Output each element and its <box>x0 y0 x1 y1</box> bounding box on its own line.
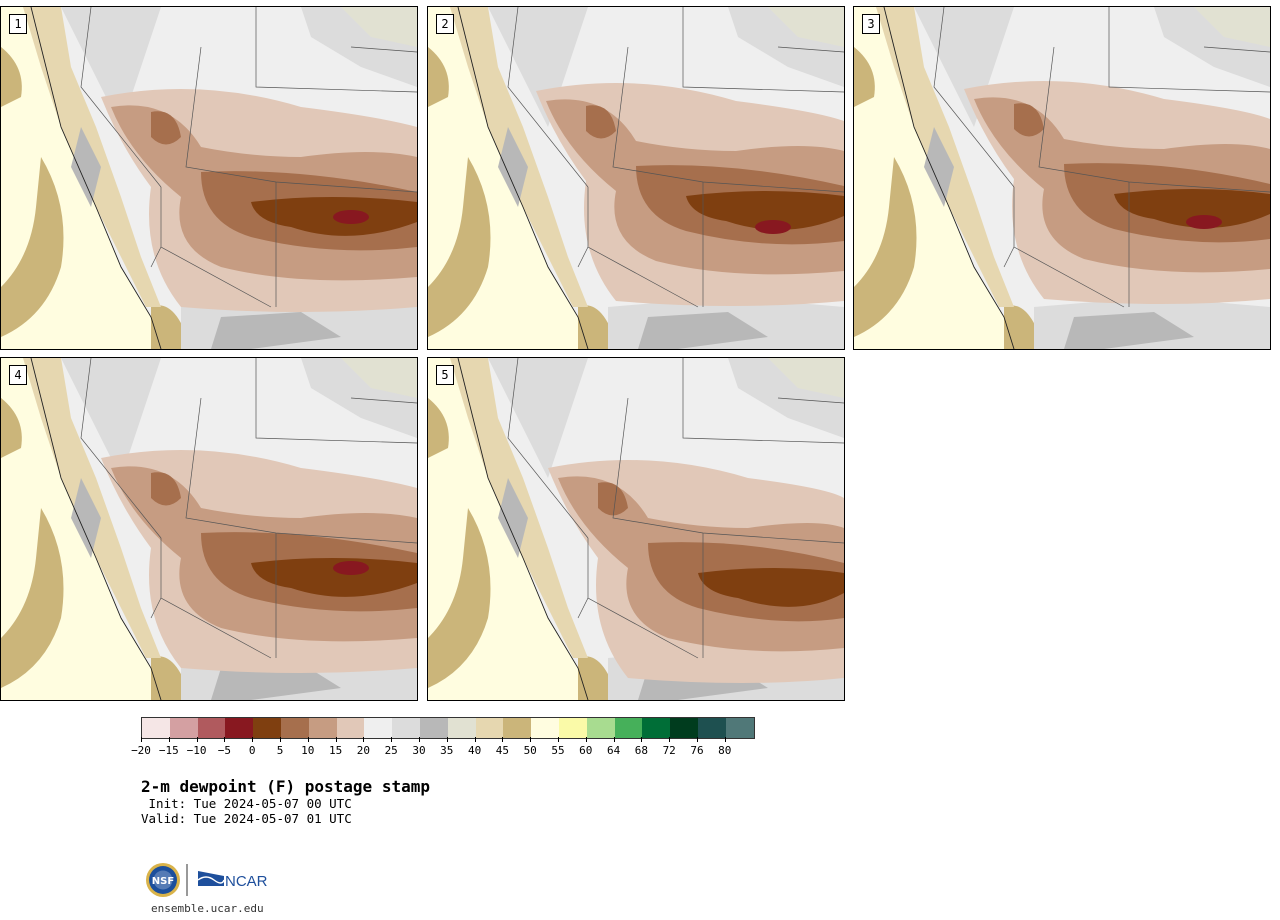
colorbar-swatch <box>614 718 643 738</box>
colorbar-tick <box>641 737 643 742</box>
colorbar-tick-label: 45 <box>495 744 510 757</box>
colorbar-swatch <box>364 718 393 738</box>
colorbar-tick-label: 76 <box>690 744 704 757</box>
nsf-logo-icon: NSF <box>146 863 180 897</box>
colorbar-tick <box>724 737 726 742</box>
colorbar-tick-label: 64 <box>606 744 621 757</box>
colorbar-tick-label: −15 <box>158 744 179 757</box>
member-label-5: 5 <box>436 365 454 385</box>
colorbar-tick <box>502 737 504 742</box>
valid-time: Valid: Tue 2024-05-07 01 UTC <box>141 811 352 826</box>
colorbar-tick <box>141 737 142 742</box>
colorbar-tick-label: 25 <box>384 744 398 757</box>
colorbar-tick-label: 10 <box>301 744 315 757</box>
colorbar-tick <box>224 737 226 742</box>
colorbar-tick <box>280 737 281 742</box>
member-label-2: 2 <box>436 14 454 34</box>
dewpoint-map-2 <box>428 7 844 349</box>
colorbar-tick-label: 55 <box>551 744 565 757</box>
ensemble-member-map-2: 2 <box>427 6 845 350</box>
colorbar-tick <box>252 737 254 742</box>
colorbar-swatch <box>280 718 309 738</box>
colorbar-swatch <box>670 718 698 738</box>
colorbar-swatch <box>697 718 726 738</box>
colorbar-swatch <box>253 718 281 738</box>
colorbar-tick <box>585 737 587 742</box>
dewpoint-map-5 <box>428 358 844 700</box>
colorbar-tick-label: −10 <box>186 744 207 757</box>
colorbar-tick <box>391 737 393 742</box>
colorbar-swatch <box>197 718 226 738</box>
colorbar-tick-label: 50 <box>523 744 537 757</box>
colorbar-tick <box>697 737 698 742</box>
colorbar-tick <box>363 737 365 742</box>
colorbar-swatch <box>336 718 365 738</box>
colorbar-tick-label: 40 <box>467 744 482 757</box>
colorbar-swatch <box>586 718 615 738</box>
colorbar-tick <box>446 737 448 742</box>
product-title: 2-m dewpoint (F) postage stamp <box>141 777 430 796</box>
dewpoint-map-1 <box>1 7 417 349</box>
colorbar-tick <box>613 737 615 742</box>
colorbar-tick <box>419 737 420 742</box>
colorbar-tick-label: 30 <box>412 744 426 757</box>
dewpoint-map-3 <box>854 7 1270 349</box>
ncar-logo-text: NCAR <box>225 873 268 890</box>
member-label-1: 1 <box>9 14 27 34</box>
colorbar-swatch <box>225 718 254 738</box>
colorbar-swatch <box>642 718 671 738</box>
colorbar-tick <box>669 737 671 742</box>
colorbar-swatch <box>503 718 532 738</box>
dewpoint-colorbar <box>141 717 755 739</box>
colorbar-tick-label: 20 <box>356 744 371 757</box>
colorbar-tick <box>168 737 170 742</box>
colorbar-swatch <box>419 718 448 738</box>
colorbar-swatch <box>558 718 587 738</box>
colorbar-tick-label: −5 <box>217 744 232 757</box>
colorbar-swatch <box>531 718 559 738</box>
colorbar-tick-label: 60 <box>579 744 593 757</box>
colorbar-swatch <box>169 718 198 738</box>
colorbar-tick-label: 72 <box>662 744 676 757</box>
colorbar-tick-label: 68 <box>634 744 649 757</box>
dewpoint-map-4 <box>1 358 417 700</box>
colorbar-swatch <box>392 718 420 738</box>
ensemble-member-map-5: 5 <box>427 357 845 701</box>
member-label-4: 4 <box>9 365 27 385</box>
ensemble-member-map-3: 3 <box>853 6 1271 350</box>
colorbar-tick <box>196 737 198 742</box>
logo-block: NSF NCAR <box>144 860 284 900</box>
init-time: Init: Tue 2024-05-07 00 UTC <box>141 796 352 811</box>
colorbar-swatch <box>447 718 476 738</box>
colorbar-swatch <box>308 718 337 738</box>
website-url: ensemble.ucar.edu <box>151 902 264 915</box>
colorbar-swatch <box>725 718 754 738</box>
colorbar-tick <box>474 737 476 742</box>
colorbar-tick <box>530 737 532 742</box>
colorbar-tick-labels: −20 −15 −10 −5 0 5 10 15 20 25 30 35 40 45 50 55 60 64 68 7… <box>0 744 900 758</box>
colorbar-swatch <box>475 718 504 738</box>
colorbar-tick <box>558 737 559 742</box>
nsf-ncar-logos: NSF NCAR <box>146 863 268 897</box>
colorbar-tick-label: −20 <box>131 744 151 757</box>
colorbar-tick-label: 15 <box>328 744 343 757</box>
colorbar-tick <box>335 737 337 742</box>
colorbar-tick-label: 80 <box>718 744 732 757</box>
ensemble-member-map-4: 4 <box>0 357 418 701</box>
colorbar-tick-label: 5 <box>276 744 284 757</box>
colorbar-tick-label: 35 <box>440 744 454 757</box>
colorbar-tick <box>307 737 309 742</box>
ensemble-member-map-1: 1 <box>0 6 418 350</box>
ncar-logo-icon: NCAR <box>197 871 268 890</box>
member-label-3: 3 <box>862 14 880 34</box>
colorbar-tick-label: 0 <box>248 744 256 757</box>
nsf-logo-text: NSF <box>152 876 174 887</box>
colorbar-swatch <box>142 718 170 738</box>
